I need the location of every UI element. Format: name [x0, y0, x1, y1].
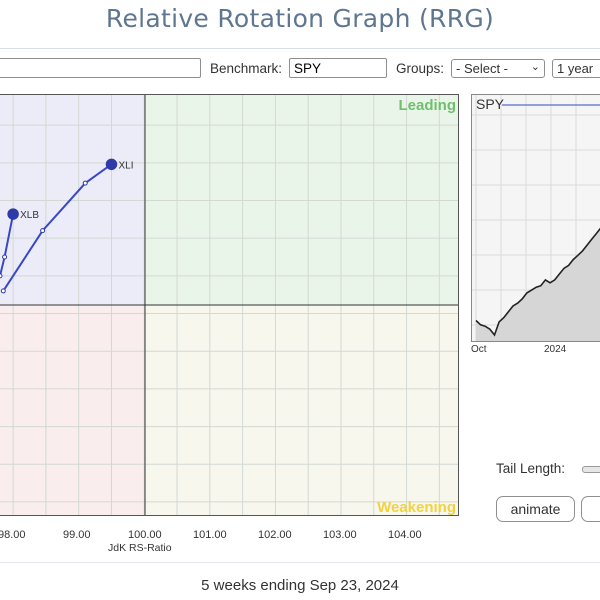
tail-xli	[2, 163, 113, 292]
x-tick: 104.00	[388, 529, 422, 541]
animate-button[interactable]: animate	[496, 496, 575, 522]
rrg-chart[interactable]: Leading Weakening XLI XLB	[0, 94, 459, 516]
mini-x-axis: Oct 2024	[471, 344, 600, 358]
mini-chart-symbol: SPY	[476, 96, 505, 112]
tail-point	[0, 273, 3, 279]
tail-point	[40, 228, 46, 234]
tail-point	[82, 180, 88, 186]
x-tick: 101.00	[193, 529, 227, 541]
period-caption: 5 weeks ending Sep 23, 2024	[201, 577, 399, 594]
quadrant-weakening	[145, 305, 458, 515]
benchmark-price-plot: SPY	[472, 95, 600, 341]
tail-length-slider[interactable]	[582, 466, 600, 473]
price-area	[476, 228, 600, 341]
tail-point	[2, 254, 8, 260]
grid-lines	[0, 95, 458, 515]
groups-select-value: - Select -	[456, 61, 509, 76]
tail-length-label: Tail Length:	[496, 461, 566, 476]
x-tick: 103.00	[323, 529, 357, 541]
benchmark-label: Benchmark:	[210, 61, 283, 76]
head-point-xli	[105, 158, 118, 171]
symbols-input[interactable]	[0, 58, 201, 78]
divider	[0, 48, 600, 49]
divider	[0, 562, 600, 563]
mini-x-tick: Oct	[471, 344, 487, 355]
head-point-xlb	[7, 208, 19, 220]
chevron-down-icon: ⌄	[530, 61, 540, 73]
toolbar: Benchmark: Groups: - Select - ⌄ 1 year	[0, 57, 600, 83]
rrg-plot: Leading Weakening XLI XLB	[0, 95, 458, 516]
x-tick: 99.00	[63, 529, 91, 541]
groups-select[interactable]: - Select - ⌄	[451, 59, 545, 78]
x-axis: 98.00 99.00 100.00 101.00 102.00 103.00 …	[0, 525, 470, 559]
quadrant-label-leading: Leading	[398, 97, 456, 114]
page-title: Relative Rotation Graph (RRG)	[105, 4, 495, 33]
quadrant-label-weakening: Weakening	[377, 499, 456, 516]
mini-x-tick: 2024	[544, 344, 567, 355]
price-line	[475, 227, 600, 337]
next-button[interactable]	[581, 496, 600, 522]
benchmark-input[interactable]	[289, 58, 387, 78]
groups-label: Groups:	[396, 61, 445, 76]
quadrant-lagging	[0, 305, 145, 515]
x-axis-label: JdK RS-Ratio	[108, 542, 172, 554]
x-tick: 100.00	[128, 529, 162, 541]
security-label: XLI	[118, 160, 133, 171]
security-label: XLB	[20, 210, 39, 221]
benchmark-price-chart[interactable]: SPY	[471, 94, 600, 342]
x-tick: 102.00	[258, 529, 292, 541]
x-tick: 98.00	[0, 529, 26, 541]
tail-point	[0, 288, 6, 294]
period-select[interactable]: 1 year	[552, 59, 600, 78]
period-select-value: 1 year	[557, 61, 594, 76]
